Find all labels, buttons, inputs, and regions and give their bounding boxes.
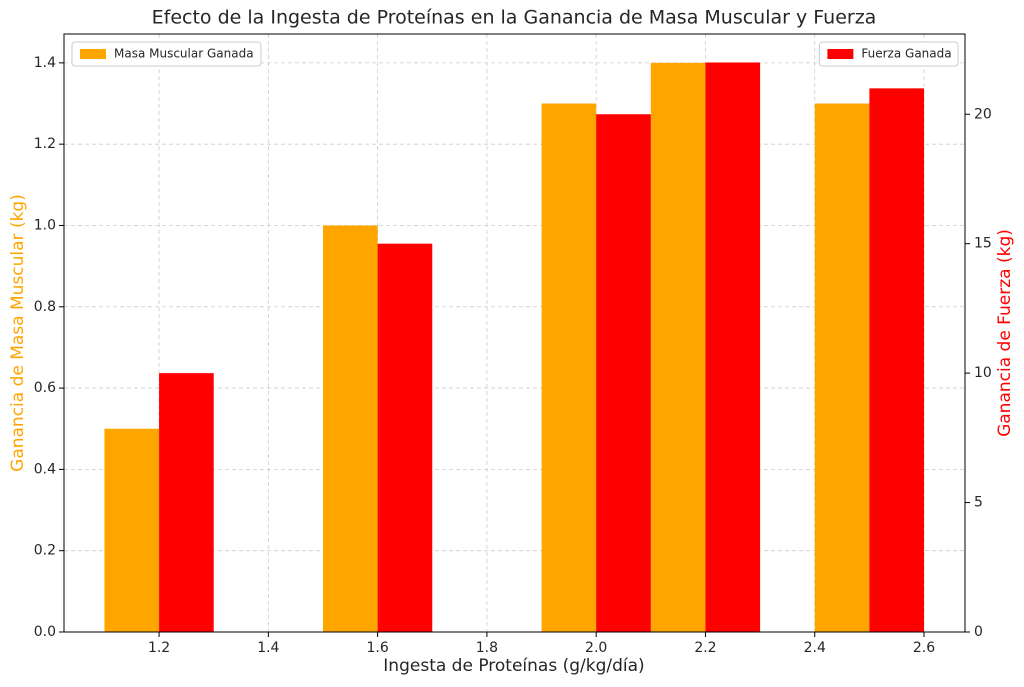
bar (650, 62, 706, 633)
x-tick-label: 2.2 (694, 640, 716, 656)
bar (869, 88, 925, 632)
y-tick-label: 0.6 (34, 380, 56, 396)
legend-box (71, 41, 262, 67)
y-tick-label: 0.8 (34, 299, 56, 315)
plot-frame (63, 33, 966, 633)
bar (814, 103, 870, 632)
x-tick-label: 1.4 (257, 640, 279, 656)
x-tick-label: 1.2 (148, 640, 170, 656)
bar (104, 428, 160, 632)
y2-tick-label: 15 (974, 236, 992, 252)
y-tick-label: 0.2 (34, 543, 56, 559)
legend-label: Fuerza Ganada (861, 47, 951, 61)
x-tick-label: 1.6 (366, 640, 388, 656)
chart-title: Efecto de la Ingesta de Proteínas en la … (152, 7, 877, 29)
legend-swatch (80, 49, 106, 59)
y-tick-label: 1.2 (34, 136, 56, 152)
legend-box (818, 41, 959, 67)
bar (596, 114, 651, 632)
bar (159, 373, 214, 632)
y-tick-label: 0.4 (34, 461, 56, 477)
x-tick-label: 2.0 (585, 640, 607, 656)
y2-axis-label: Ganancia de Fuerza (kg) (995, 229, 1015, 437)
y2-tick-label: 10 (974, 365, 992, 381)
x-tick-label: 2.6 (913, 640, 935, 656)
y2-tick-label: 0 (974, 624, 983, 640)
bar (541, 103, 597, 632)
y-tick-label: 1.0 (34, 217, 56, 233)
x-tick-label: 1.8 (476, 640, 498, 656)
bar (377, 243, 433, 633)
y2-tick-label: 5 (974, 495, 983, 511)
legend-label: Masa Muscular Ganada (114, 47, 254, 61)
y-tick-label: 0.0 (34, 624, 56, 640)
x-tick-label: 2.4 (804, 640, 826, 656)
y-tick-label: 1.4 (34, 55, 56, 71)
legend-swatch (827, 49, 854, 59)
bar (322, 225, 378, 633)
bar (705, 62, 761, 632)
y2-tick-label: 20 (974, 106, 992, 122)
x-axis-label: Ingesta de Proteínas (g/kg/día) (383, 656, 644, 676)
y-axis-label: Ganancia de Masa Muscular (kg) (8, 194, 28, 472)
